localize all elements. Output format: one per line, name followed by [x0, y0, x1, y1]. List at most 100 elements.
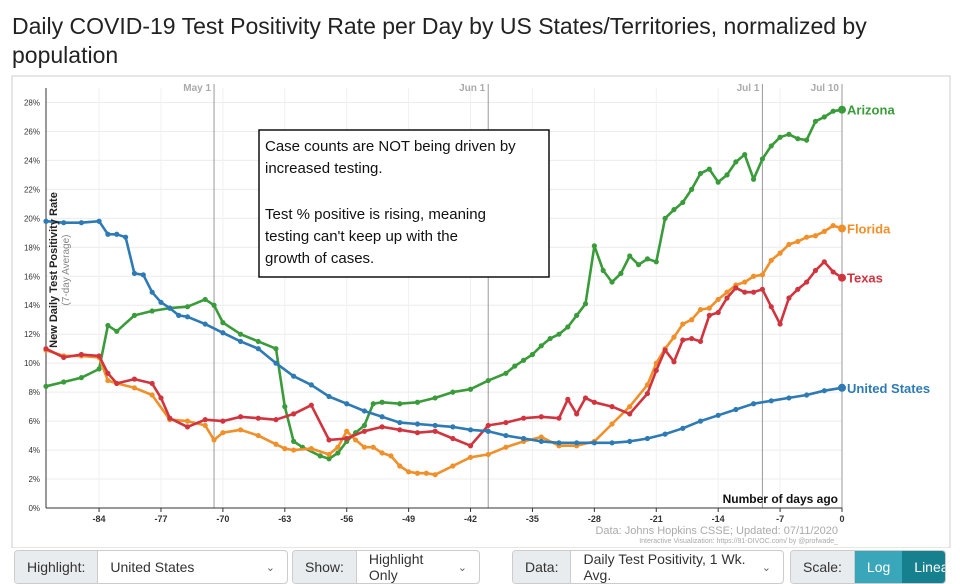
data-point-florida: [432, 472, 438, 478]
y-tick-label: 22%: [24, 185, 40, 194]
data-point-united-states: [538, 438, 544, 444]
data-point-united-states: [609, 440, 615, 446]
show-select[interactable]: Show: Highlight Only ⌄: [292, 550, 480, 584]
data-point-arizona: [273, 346, 279, 352]
data-point-florida: [804, 234, 810, 240]
data-point-texas: [202, 417, 208, 423]
data-point-texas: [706, 312, 712, 318]
y-axis-sublabel: (7-day Average): [61, 235, 72, 306]
x-tick-label: -84: [93, 514, 106, 524]
highlight-select[interactable]: Highlight: United States ⌄: [14, 550, 288, 584]
data-point-united-states: [167, 305, 173, 311]
data-point-united-states: [140, 272, 146, 278]
data-point-arizona: [450, 389, 456, 395]
data-point-arizona: [697, 170, 704, 177]
x-tick-label: -14: [712, 514, 725, 524]
data-point-texas: [158, 395, 164, 401]
data-point-arizona: [582, 301, 589, 307]
data-point-texas: [379, 424, 385, 430]
data-point-texas: [344, 435, 350, 442]
data-point-arizona: [618, 270, 624, 276]
data-point-arizona: [317, 453, 323, 459]
data-point-united-states: [184, 314, 191, 320]
data-point-texas: [43, 346, 49, 352]
data-point-united-states: [715, 412, 721, 418]
data-point-texas: [397, 427, 403, 433]
data-point-florida: [485, 451, 491, 458]
data-point-arizona: [282, 404, 288, 410]
data-point-united-states: [414, 421, 421, 427]
data-point-florida: [406, 469, 412, 475]
data-point-united-states: [273, 360, 279, 366]
data-point-florida: [388, 453, 394, 459]
data-point-united-states: [786, 395, 792, 401]
data-point-united-states: [291, 373, 297, 379]
data-point-arizona: [379, 399, 385, 405]
data-point-texas: [777, 321, 783, 327]
data-point-texas: [574, 411, 580, 417]
data-point-florida: [370, 444, 376, 450]
data-point-united-states: [680, 425, 686, 431]
data-point-united-states: [131, 270, 138, 276]
data-point-texas: [78, 351, 84, 358]
x-tick-label: -35: [526, 514, 539, 524]
data-label: Data:: [513, 551, 572, 583]
data-point-arizona: [370, 401, 376, 407]
data-point-texas: [724, 295, 730, 301]
data-point-florida: [706, 305, 712, 311]
end-point-florida: [838, 224, 846, 233]
linear-scale-button[interactable]: Linear: [902, 551, 945, 583]
data-point-united-states: [255, 346, 261, 352]
data-point-texas: [149, 380, 155, 387]
y-tick-label: 16%: [24, 272, 40, 281]
data-point-arizona: [804, 137, 810, 143]
data-point-florida: [750, 273, 757, 279]
data-point-florida: [291, 447, 297, 453]
data-point-texas: [821, 259, 827, 265]
data-point-florida: [697, 306, 704, 313]
data-point-arizona: [291, 438, 297, 444]
data-point-florida: [361, 444, 367, 450]
data-point-united-states: [105, 231, 111, 237]
data-point-arizona: [529, 351, 536, 358]
annotation-box: Case counts are NOT being driven by incr…: [258, 129, 550, 278]
data-point-texas: [255, 415, 261, 421]
data-point-florida: [795, 238, 801, 245]
data-point-florida: [450, 463, 456, 469]
data-point-united-states: [768, 398, 774, 404]
data-select[interactable]: Data: Daily Test Positivity, 1 Wk. Avg. ⌄: [512, 550, 784, 584]
data-point-united-states: [78, 220, 84, 226]
x-tick-label: -63: [278, 514, 291, 524]
data-point-arizona: [742, 152, 748, 158]
data-point-arizona: [184, 304, 191, 310]
data-point-florida: [724, 289, 730, 295]
data-point-florida: [830, 222, 836, 229]
log-scale-button[interactable]: Log: [854, 551, 903, 583]
data-point-arizona: [786, 131, 792, 137]
data-point-united-states: [220, 330, 226, 336]
x-tick-label: -21: [650, 514, 663, 524]
data-point-florida: [715, 296, 721, 303]
data-point-united-states: [114, 231, 120, 237]
data-point-texas: [582, 395, 589, 401]
data-point-arizona: [565, 324, 571, 330]
x-tick-label: -56: [340, 514, 353, 524]
data-point-arizona: [680, 199, 686, 206]
data-point-texas: [644, 390, 651, 397]
data-point-united-states: [821, 388, 827, 394]
data-point-texas: [326, 437, 332, 443]
chevron-down-icon: ⌄: [457, 561, 467, 574]
data-value: Daily Test Positivity, 1 Wk. Avg.: [583, 551, 746, 583]
data-point-arizona: [574, 312, 580, 318]
data-point-united-states: [308, 382, 314, 388]
data-point-united-states: [43, 218, 49, 224]
data-point-florida: [397, 463, 403, 469]
data-point-arizona: [432, 395, 438, 401]
data-point-texas: [467, 443, 474, 449]
data-point-texas: [273, 417, 279, 423]
data-point-arizona: [715, 179, 721, 185]
data-point-florida: [149, 392, 155, 398]
y-tick-label: 18%: [24, 243, 40, 252]
data-point-united-states: [733, 406, 739, 413]
data-point-arizona: [609, 279, 615, 285]
